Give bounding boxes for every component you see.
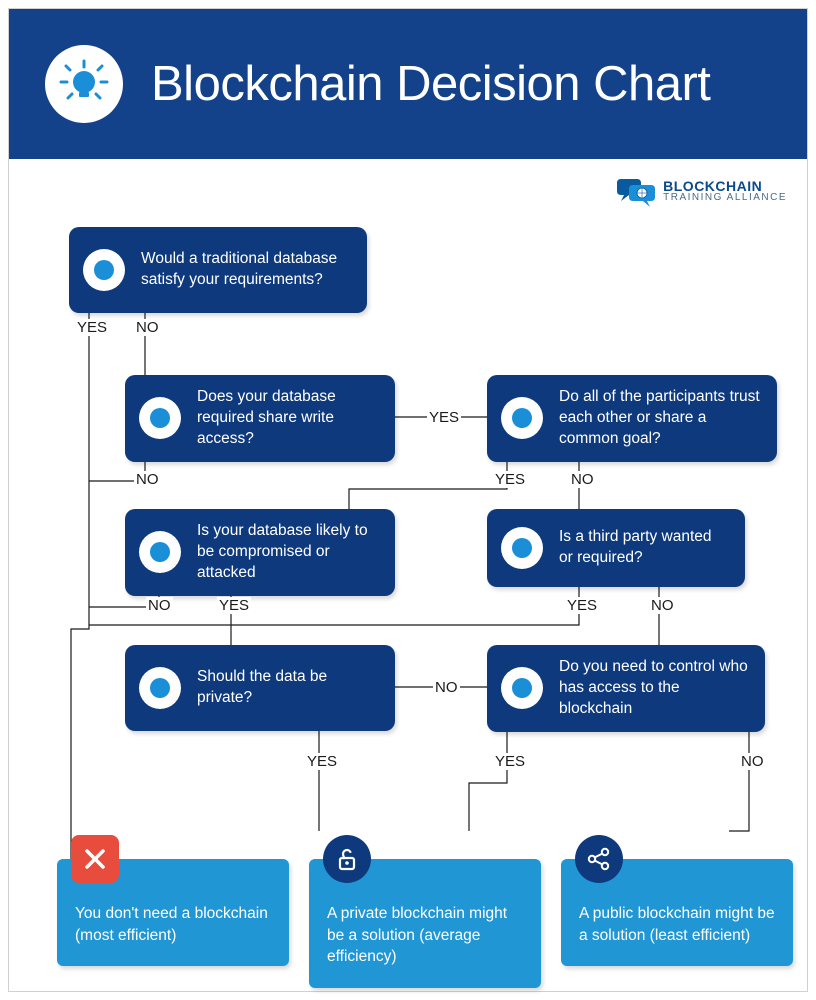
outcome-o3: A public blockchain might be a solution … (561, 859, 793, 966)
edge-label-yes: YES (217, 597, 251, 614)
edge-label-yes: YES (565, 597, 599, 614)
edge-line (729, 731, 749, 831)
edge-label-yes: YES (493, 471, 527, 488)
edge-label-yes: YES (75, 319, 109, 336)
question-dot-icon (83, 249, 125, 291)
page-title: Blockchain Decision Chart (151, 56, 710, 112)
outcome-o2: A private blockchain might be a solution… (309, 859, 541, 988)
edge-label-yes: YES (305, 753, 339, 770)
question-text: Is your database likely to be compromise… (197, 521, 379, 584)
lightbulb-icon (45, 45, 123, 123)
question-dot-icon (501, 667, 543, 709)
question-dot-icon (139, 667, 181, 709)
edge-label-no: NO (146, 597, 173, 614)
edge-label-no: NO (134, 471, 161, 488)
question-q1: Would a traditional database satisfy you… (69, 227, 367, 313)
question-text: Does your database required share write … (197, 387, 379, 450)
edge-label-yes: YES (427, 409, 461, 426)
edge-label-yes: YES (493, 753, 527, 770)
question-text: Should the data be private? (197, 667, 379, 709)
question-dot-icon (501, 527, 543, 569)
edge-line (469, 731, 507, 831)
outcome-text: A private blockchain might be a solution… (327, 903, 523, 968)
outcome-text: You don't need a blockchain (most effici… (75, 903, 271, 946)
question-q4: Is your database likely to be compromise… (125, 509, 395, 596)
edge-label-no: NO (433, 679, 460, 696)
question-text: Do you need to control who has access to… (559, 657, 749, 720)
edge-line (349, 461, 507, 509)
edge-label-no: NO (569, 471, 596, 488)
edge-label-no: NO (134, 319, 161, 336)
question-text: Would a traditional database satisfy you… (141, 249, 351, 291)
share-icon (575, 835, 623, 883)
header-bar: Blockchain Decision Chart (9, 9, 807, 159)
cross-red-icon (71, 835, 119, 883)
question-text: Is a third party wanted or required? (559, 527, 729, 569)
question-q7: Do you need to control who has access to… (487, 645, 765, 732)
question-q6: Should the data be private? (125, 645, 395, 731)
question-text: Do all of the participants trust each ot… (559, 387, 761, 450)
question-q3: Do all of the participants trust each ot… (487, 375, 777, 462)
edge-line (71, 313, 89, 859)
chart-frame: Blockchain Decision Chart BLOCKCHAIN TRA… (8, 8, 808, 992)
question-q5: Is a third party wanted or required? (487, 509, 745, 587)
edge-label-no: NO (739, 753, 766, 770)
question-dot-icon (139, 397, 181, 439)
question-dot-icon (139, 531, 181, 573)
question-q2: Does your database required share write … (125, 375, 395, 462)
outcome-text: A public blockchain might be a solution … (579, 903, 775, 946)
unlock-icon (323, 835, 371, 883)
outcome-o1: You don't need a blockchain (most effici… (57, 859, 289, 966)
flowchart-canvas: Would a traditional database satisfy you… (9, 159, 807, 991)
question-dot-icon (501, 397, 543, 439)
edge-label-no: NO (649, 597, 676, 614)
